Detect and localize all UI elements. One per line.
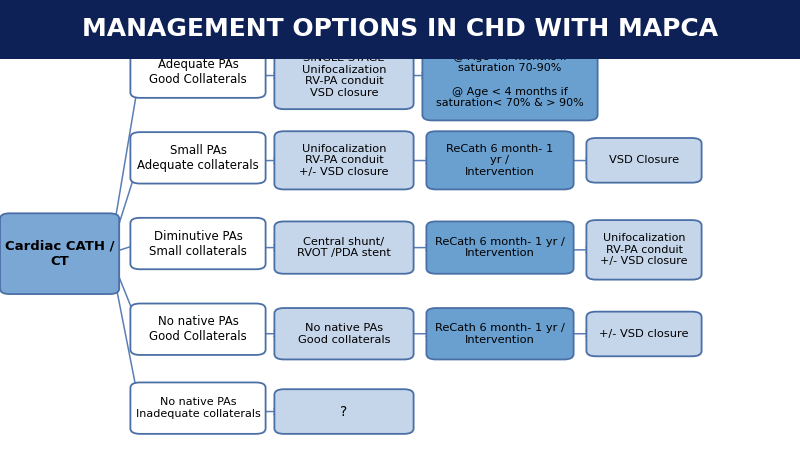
Text: Small PAs
Adequate collaterals: Small PAs Adequate collaterals [137, 144, 259, 172]
FancyBboxPatch shape [422, 40, 598, 120]
FancyBboxPatch shape [274, 308, 414, 359]
Text: Adequate PAs
Good Collaterals: Adequate PAs Good Collaterals [149, 58, 247, 86]
Text: No native PAs
Inadequate collaterals: No native PAs Inadequate collaterals [136, 397, 260, 419]
Text: +/- VSD closure: +/- VSD closure [599, 329, 689, 339]
FancyBboxPatch shape [130, 382, 266, 434]
Text: SINGLE STAGE
Unifocalization
RV-PA conduit
VSD closure: SINGLE STAGE Unifocalization RV-PA condu… [302, 53, 386, 98]
Text: Cardiac CATH /
CT: Cardiac CATH / CT [5, 239, 114, 268]
Text: Diminutive PAs
Small collaterals: Diminutive PAs Small collaterals [149, 230, 247, 258]
FancyBboxPatch shape [0, 213, 119, 294]
FancyBboxPatch shape [0, 0, 800, 59]
FancyBboxPatch shape [586, 220, 702, 280]
Text: ReCath 6 month- 1 yr /
Intervention: ReCath 6 month- 1 yr / Intervention [435, 323, 565, 345]
Text: MANAGEMENT OPTIONS IN CHD WITH MAPCA: MANAGEMENT OPTIONS IN CHD WITH MAPCA [82, 17, 718, 41]
FancyBboxPatch shape [130, 218, 266, 269]
FancyBboxPatch shape [426, 221, 574, 274]
FancyBboxPatch shape [274, 42, 414, 109]
FancyBboxPatch shape [586, 312, 702, 356]
Text: ReCath 6 month- 1 yr /
Intervention: ReCath 6 month- 1 yr / Intervention [435, 237, 565, 258]
Text: No native PAs
Good collaterals: No native PAs Good collaterals [298, 323, 390, 345]
Text: Central shunt/
RVOT /PDA stent: Central shunt/ RVOT /PDA stent [297, 237, 391, 258]
FancyBboxPatch shape [274, 131, 414, 189]
FancyBboxPatch shape [426, 131, 574, 189]
FancyBboxPatch shape [274, 389, 414, 434]
FancyBboxPatch shape [274, 221, 414, 274]
FancyBboxPatch shape [130, 304, 266, 355]
Text: ?: ? [340, 405, 348, 419]
Text: @ Age 4-7 months if
saturation 70-90%

@ Age < 4 months if
saturation< 70% & > 9: @ Age 4-7 months if saturation 70-90% @ … [436, 52, 584, 108]
FancyBboxPatch shape [130, 46, 266, 98]
FancyBboxPatch shape [586, 138, 702, 183]
FancyBboxPatch shape [426, 308, 574, 359]
Text: Unifocalization
RV-PA conduit
+/- VSD closure: Unifocalization RV-PA conduit +/- VSD cl… [299, 144, 389, 177]
FancyBboxPatch shape [130, 132, 266, 184]
Text: Unifocalization
RV-PA conduit
+/- VSD closure: Unifocalization RV-PA conduit +/- VSD cl… [600, 233, 688, 267]
Text: ReCath 6 month- 1
yr /
Intervention: ReCath 6 month- 1 yr / Intervention [446, 144, 554, 177]
Text: No native PAs
Good Collaterals: No native PAs Good Collaterals [149, 315, 247, 343]
Text: VSD Closure: VSD Closure [609, 155, 679, 166]
